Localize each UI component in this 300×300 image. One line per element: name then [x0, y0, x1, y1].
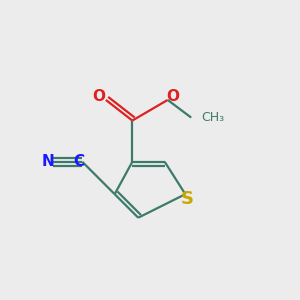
Text: N: N	[42, 154, 55, 169]
Text: C: C	[73, 154, 84, 169]
Text: O: O	[92, 89, 105, 104]
Text: S: S	[180, 190, 193, 208]
Text: O: O	[167, 89, 179, 104]
Text: CH₃: CH₃	[202, 111, 225, 124]
